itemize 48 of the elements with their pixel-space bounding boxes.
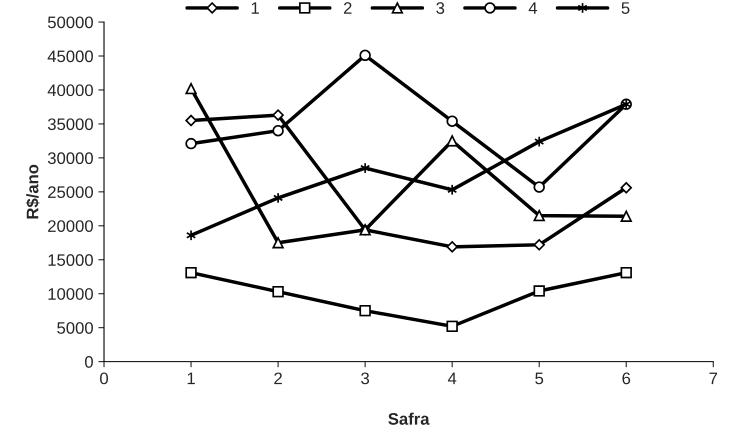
point (620, 266, 632, 278)
point (620, 182, 632, 194)
y-tick-label: 45000 (48, 50, 93, 62)
y-axis-title: R$/ano (26, 164, 40, 218)
point (534, 181, 545, 193)
legend-label: 1 (252, 2, 259, 14)
y-tick-label: 0 (84, 356, 93, 368)
legend-label: 5 (622, 2, 630, 14)
point (185, 82, 197, 94)
point (446, 116, 458, 127)
point (185, 138, 197, 150)
x-tick-label: 1 (188, 372, 195, 384)
point (272, 237, 284, 248)
y-tick-label: 35000 (48, 118, 93, 130)
x-tick-label: 6 (622, 372, 630, 384)
y-tick-label: 40000 (48, 84, 93, 96)
point (359, 50, 371, 62)
legend-label: 3 (436, 2, 444, 14)
x-axis-title: Safra (388, 412, 430, 425)
point (534, 285, 545, 297)
x-tick-label: 7 (710, 372, 718, 384)
point (185, 114, 197, 126)
y-tick-label: 10000 (48, 288, 93, 300)
legend-label: 2 (344, 2, 352, 14)
x-tick-label: 0 (100, 372, 108, 384)
point (446, 320, 458, 332)
point (186, 230, 196, 241)
x-tick-label: 5 (535, 372, 544, 384)
y-tick-label: 20000 (48, 220, 93, 232)
point (185, 266, 197, 278)
y-tick-label: 25000 (48, 186, 93, 198)
point (359, 304, 371, 316)
legend-label: 4 (528, 2, 538, 14)
y-tick-label: 15000 (48, 254, 93, 266)
x-tick-label: 3 (361, 372, 370, 384)
point (272, 286, 284, 298)
point (446, 135, 458, 147)
y-tick-label: 5000 (57, 322, 93, 334)
point (620, 210, 632, 222)
point (534, 210, 545, 222)
point (446, 241, 458, 253)
y-tick-label: 50000 (48, 16, 93, 28)
x-tick-label: 2 (274, 372, 282, 384)
point (533, 239, 545, 251)
x-tick-label: 4 (448, 372, 456, 384)
y-tick-label: 30000 (48, 152, 93, 164)
point (272, 125, 284, 136)
point (272, 109, 284, 121)
